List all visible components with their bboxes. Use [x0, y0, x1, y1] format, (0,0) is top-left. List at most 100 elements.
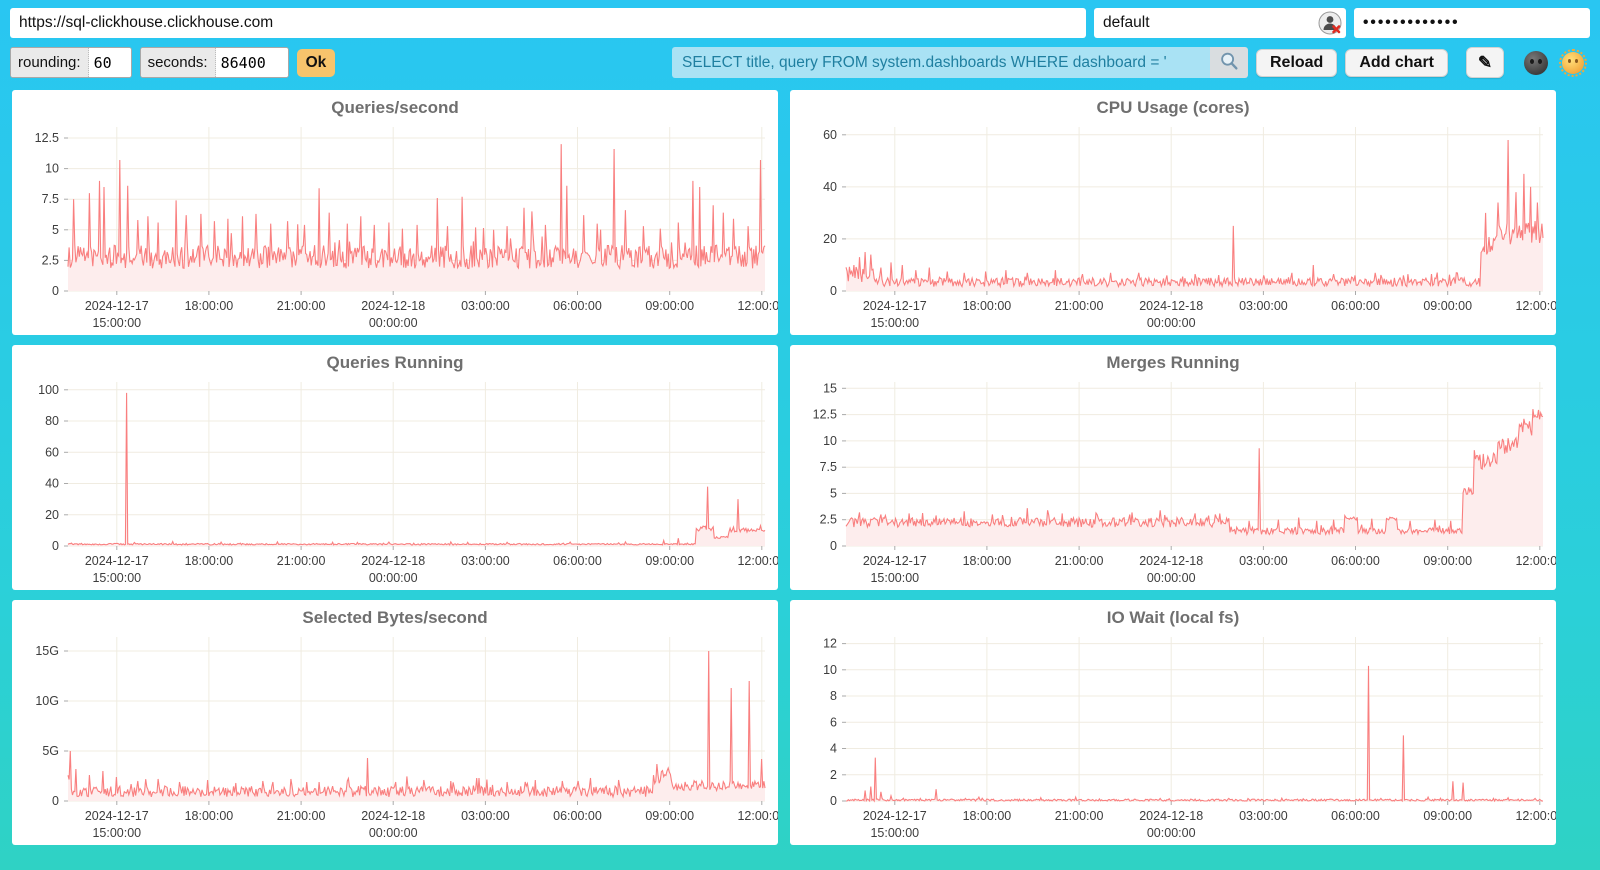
username-field-wrap — [1094, 8, 1346, 38]
seconds-input[interactable] — [215, 48, 288, 77]
username-input[interactable] — [1094, 8, 1346, 38]
io-wait-chart[interactable]: 0 2 4 6 8 10 12 2024-12-17 15:00:00 18:00:00 21:00… — [790, 630, 1564, 845]
svg-text:5: 5 — [830, 486, 837, 500]
run-query-button[interactable] — [1209, 47, 1248, 78]
svg-text:12:00:00: 12:00:00 — [737, 554, 778, 568]
rounding-control: rounding: — [10, 47, 132, 78]
svg-text:2024-12-18: 2024-12-18 — [1139, 554, 1203, 568]
svg-text:4: 4 — [830, 742, 837, 756]
svg-text:2024-12-18: 2024-12-18 — [361, 809, 425, 823]
connection-bar — [0, 0, 1600, 38]
password-manager-icon[interactable] — [1318, 11, 1342, 35]
chart-title: Selected Bytes/second — [302, 608, 488, 627]
svg-text:2.5: 2.5 — [42, 253, 59, 267]
svg-text:15G: 15G — [35, 644, 59, 658]
svg-text:5: 5 — [52, 223, 59, 237]
svg-text:21:00:00: 21:00:00 — [277, 299, 326, 313]
svg-text:20: 20 — [45, 508, 59, 522]
server-url-input[interactable] — [10, 8, 1086, 38]
ok-button[interactable]: Ok — [296, 48, 336, 77]
merges-running-chart[interactable]: 0 2.5 5 7.5 10 12.5 15 2024-12-17 15:00:00 18:00:… — [790, 375, 1565, 590]
svg-text:8: 8 — [830, 689, 837, 703]
svg-text:2024-12-18: 2024-12-18 — [361, 299, 425, 313]
rounding-input[interactable] — [88, 48, 131, 77]
svg-text:09:00:00: 09:00:00 — [645, 299, 694, 313]
svg-text:2024-12-18: 2024-12-18 — [1139, 299, 1203, 313]
svg-text:2024-12-17: 2024-12-17 — [863, 554, 927, 568]
svg-text:0: 0 — [52, 539, 59, 553]
svg-text:21:00:00: 21:00:00 — [1055, 809, 1104, 823]
svg-text:6: 6 — [830, 715, 837, 729]
chart-title: IO Wait (local fs) — [1106, 608, 1240, 627]
svg-text:18:00:00: 18:00:00 — [963, 554, 1012, 568]
svg-text:00:00:00: 00:00:00 — [1147, 316, 1196, 330]
cpu-usage-chart[interactable]: 0 20 40 60 2024-12-17 15:00:00 18:00:00 21:00:0… — [790, 120, 1564, 335]
svg-text:03:00:00: 03:00:00 — [1239, 809, 1288, 823]
svg-text:06:00:00: 06:00:00 — [1331, 299, 1380, 313]
svg-text:00:00:00: 00:00:00 — [1147, 571, 1196, 585]
svg-text:12:00:00: 12:00:00 — [737, 299, 778, 313]
svg-text:100: 100 — [38, 383, 59, 397]
svg-text:15:00:00: 15:00:00 — [92, 316, 141, 330]
svg-text:09:00:00: 09:00:00 — [1423, 809, 1472, 823]
chart-title: CPU Usage (cores) — [1096, 98, 1250, 117]
chart-card-io-wait: IO Wait (local fs) 0 2 4 6 8 10 12 2024-12-17 15… — [790, 600, 1564, 845]
svg-text:06:00:00: 06:00:00 — [1331, 554, 1380, 568]
svg-text:2.5: 2.5 — [820, 513, 837, 527]
svg-text:12.5: 12.5 — [813, 408, 837, 422]
svg-text:15:00:00: 15:00:00 — [92, 571, 141, 585]
chart-title: Merges Running — [1106, 353, 1240, 372]
svg-text:10G: 10G — [35, 694, 59, 708]
svg-text:12:00:00: 12:00:00 — [737, 809, 778, 823]
svg-text:2024-12-17: 2024-12-17 — [85, 299, 149, 313]
svg-text:00:00:00: 00:00:00 — [369, 571, 418, 585]
svg-text:0: 0 — [830, 539, 837, 553]
svg-text:2024-12-17: 2024-12-17 — [863, 809, 927, 823]
dashboard-toolbar: rounding: seconds: Ok Reload Add chart ✎ — [0, 47, 1600, 78]
svg-text:09:00:00: 09:00:00 — [1423, 554, 1472, 568]
dark-theme-toggle-moon-icon[interactable] — [1524, 50, 1548, 75]
svg-text:18:00:00: 18:00:00 — [963, 809, 1012, 823]
seconds-control: seconds: — [139, 47, 289, 78]
password-input[interactable] — [1354, 8, 1590, 38]
reload-button[interactable]: Reload — [1255, 48, 1338, 77]
svg-text:21:00:00: 21:00:00 — [277, 809, 326, 823]
svg-text:60: 60 — [823, 128, 837, 142]
svg-text:10: 10 — [45, 162, 59, 176]
chart-card-merges-running: Merges Running 0 2.5 5 7.5 10 12.5 15 2024-12-1… — [790, 345, 1565, 590]
queries-per-second-chart[interactable]: 0 2.5 5 7.5 10 12.5 2024-12-17 15:00:00 18:00:00… — [12, 120, 786, 335]
svg-text:06:00:00: 06:00:00 — [553, 554, 602, 568]
svg-text:2024-12-18: 2024-12-18 — [361, 554, 425, 568]
svg-text:12.5: 12.5 — [35, 131, 59, 145]
svg-text:21:00:00: 21:00:00 — [1055, 554, 1104, 568]
pencil-icon: ✎ — [1477, 53, 1493, 72]
chart-card-queries-per-second: Queries/second 0 2.5 5 7.5 10 12.5 2024-12-17 1… — [12, 90, 786, 335]
svg-text:12: 12 — [823, 637, 837, 651]
svg-text:2024-12-18: 2024-12-18 — [1139, 809, 1203, 823]
add-chart-button[interactable]: Add chart — [1345, 48, 1448, 77]
svg-text:18:00:00: 18:00:00 — [185, 809, 234, 823]
svg-text:21:00:00: 21:00:00 — [1055, 299, 1104, 313]
svg-text:15:00:00: 15:00:00 — [870, 316, 919, 330]
svg-text:03:00:00: 03:00:00 — [461, 554, 510, 568]
svg-text:0: 0 — [52, 794, 59, 808]
search-icon — [1218, 50, 1240, 75]
light-theme-toggle-sun-icon[interactable] — [1559, 48, 1587, 77]
charts-grid: Queries/second 0 2.5 5 7.5 10 12.5 2024-12-17 1… — [12, 90, 1565, 845]
svg-text:60: 60 — [45, 445, 59, 459]
selected-bytes-chart[interactable]: 0 5G 10G 15G 2024-12-17 15:00:00 18:00:00 21:00… — [12, 630, 786, 845]
svg-text:18:00:00: 18:00:00 — [963, 299, 1012, 313]
svg-text:2024-12-17: 2024-12-17 — [863, 299, 927, 313]
svg-text:03:00:00: 03:00:00 — [461, 299, 510, 313]
chart-card-cpu-usage: CPU Usage (cores) 0 20 40 60 2024-12-17 15:00… — [790, 90, 1564, 335]
queries-running-chart[interactable]: 0 20 40 60 80 100 2024-12-17 15:00:00 18:00:00 21… — [12, 375, 786, 590]
svg-text:0: 0 — [830, 794, 837, 808]
svg-text:21:00:00: 21:00:00 — [277, 554, 326, 568]
svg-text:06:00:00: 06:00:00 — [1331, 809, 1380, 823]
svg-text:40: 40 — [45, 477, 59, 491]
dashboard-query-input[interactable] — [671, 47, 1210, 78]
svg-text:0: 0 — [830, 284, 837, 298]
edit-queries-button[interactable]: ✎ — [1466, 47, 1504, 78]
svg-text:06:00:00: 06:00:00 — [553, 299, 602, 313]
chart-title: Queries Running — [326, 353, 464, 372]
